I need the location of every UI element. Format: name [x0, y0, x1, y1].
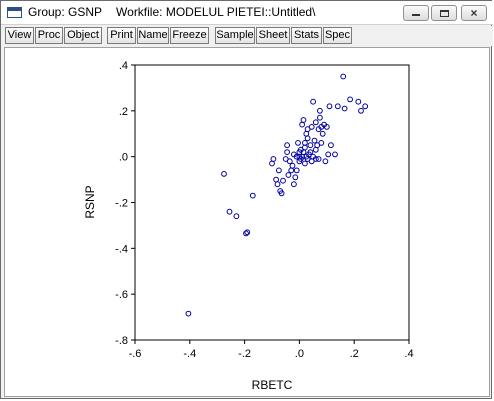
data-point [226, 208, 233, 215]
sample-button[interactable]: Sample [215, 27, 255, 44]
data-point [300, 117, 307, 123]
data-point [284, 142, 291, 149]
x-tick-label: .4 [404, 348, 413, 360]
data-point [296, 153, 303, 160]
data-point [286, 158, 293, 165]
name-button[interactable]: Name [137, 27, 169, 44]
scatter-chart: -.6 -.4 -.2.0.2.4 .4.2.0-.2-.4-.6-.8 RBETC… [83, 60, 414, 392]
graph-view: -.6 -.4 -.2.0.2.4 .4.2.0 -.2 -.4 -.6 -.8 RBETC… [4, 47, 490, 397]
data-point [328, 142, 334, 149]
data-point [302, 140, 308, 146]
toolbar: View Proc Object Print Name Freeze Sampl… [1, 26, 493, 46]
data-point [307, 149, 314, 155]
data-point [244, 229, 251, 236]
title-workfile: Workfile: MODELUL PIETEI::Untitled\ [116, 5, 316, 19]
data-point [355, 98, 362, 105]
minimize-icon [412, 14, 420, 16]
y-tick-label: -.8 [115, 335, 128, 347]
data-point [312, 156, 319, 162]
data-point [292, 174, 299, 181]
view-button[interactable]: View [5, 27, 34, 44]
proc-button[interactable]: Proc [35, 27, 63, 44]
maximize-icon [439, 9, 449, 17]
data-point [291, 151, 297, 158]
data-point [341, 105, 348, 112]
data-point [270, 156, 277, 162]
minimize-button[interactable] [403, 5, 429, 21]
data-point [311, 137, 318, 144]
x-tick-label: -.6 [129, 348, 142, 360]
data-point [276, 167, 282, 174]
x-tick-label: .2 [350, 348, 359, 360]
data-point [304, 126, 311, 133]
y-tick-label: .4 [119, 60, 128, 72]
y-axis-title: RSNP [83, 185, 97, 218]
title-group: Group: GSNP [28, 5, 103, 19]
data-point [347, 96, 354, 103]
y-tick-label: .0 [119, 152, 128, 164]
data-point [326, 103, 333, 110]
window-icon [7, 7, 22, 18]
data-point [317, 114, 323, 121]
data-points [185, 73, 369, 317]
data-point [323, 124, 330, 130]
data-point [185, 310, 192, 317]
y-tick-label: .2 [119, 106, 128, 118]
data-point [284, 149, 291, 155]
data-point [307, 142, 314, 149]
data-point [325, 151, 332, 158]
data-point [334, 103, 341, 110]
maximize-button[interactable] [431, 5, 457, 21]
data-point [280, 177, 286, 184]
data-point [293, 167, 300, 174]
data-point [285, 172, 292, 178]
y-tick-label: -.6 [115, 289, 128, 301]
data-point [304, 135, 311, 142]
y-axis: .4 .2 .0 -.2 -.4 -.6 -.8 [115, 60, 135, 347]
x-tick-label: .0 [295, 348, 304, 360]
data-point [340, 73, 347, 80]
data-point [274, 181, 281, 188]
data-point [302, 160, 308, 167]
data-point [295, 140, 301, 146]
close-button[interactable]: × [461, 5, 487, 21]
freeze-button[interactable]: Freeze [170, 27, 209, 44]
close-icon: × [470, 6, 478, 20]
data-point [243, 230, 249, 237]
x-tick-label: -.4 [183, 348, 196, 360]
object-button[interactable]: Object [64, 27, 102, 44]
y-tick-label: -.2 [115, 198, 128, 210]
window-title: Group: GSNP Workfile: MODELUL PIETEI::Unt… [28, 5, 315, 19]
data-point [233, 213, 240, 220]
data-point [317, 107, 323, 114]
data-point [221, 171, 227, 177]
x-tick-label: -.2 [238, 348, 251, 360]
y-tick-label: -.4 [115, 243, 128, 255]
data-point [318, 124, 325, 130]
title-bar[interactable]: Group: GSNP Workfile: MODELUL PIETEI::Unt… [1, 1, 493, 25]
data-point [318, 140, 325, 146]
data-point [358, 107, 364, 114]
data-point [249, 192, 256, 199]
data-point [291, 181, 297, 188]
spec-button[interactable]: Spec [323, 27, 352, 44]
stats-button[interactable]: Stats [291, 27, 322, 44]
data-point [278, 190, 285, 197]
data-point [332, 151, 338, 158]
data-point [322, 158, 329, 165]
print-button[interactable]: Print [107, 27, 136, 44]
data-point [310, 98, 317, 105]
data-point [312, 119, 319, 126]
x-axis-title: RBETC [252, 378, 293, 392]
data-point [289, 162, 296, 169]
sheet-button[interactable]: Sheet [256, 27, 290, 44]
x-axis: -.6 -.4 -.2 .0 .2 .4 [129, 340, 414, 360]
data-point [362, 103, 369, 110]
data-point [315, 156, 322, 162]
data-point [319, 130, 326, 137]
